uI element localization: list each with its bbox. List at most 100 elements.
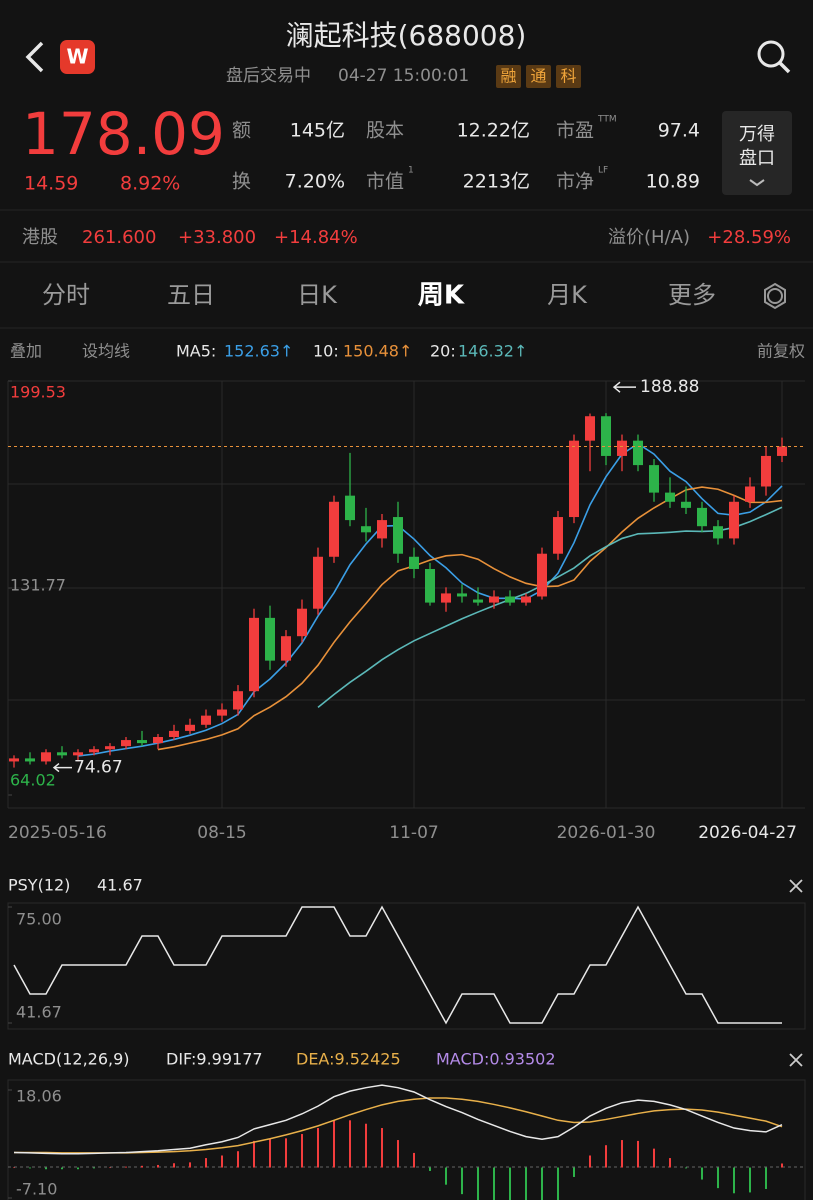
candle-body (57, 752, 67, 756)
dif-label: DIF:9.99177 (166, 1050, 263, 1069)
candle-body (329, 501, 339, 557)
candle-body (313, 556, 323, 609)
candle-body (25, 758, 35, 762)
tool[interactable]: 叠加 (10, 342, 42, 361)
candle-body (169, 730, 179, 738)
x-tick-label: 2025-05-16 (8, 823, 107, 843)
candle-body (537, 553, 547, 597)
macd-bar (573, 1167, 575, 1177)
tab[interactable]: 更多 (668, 281, 716, 309)
macd-bar (413, 1152, 415, 1168)
dea-line (14, 1097, 783, 1154)
close-icon[interactable] (789, 879, 803, 893)
settings-icon[interactable] (767, 288, 783, 304)
y-tick-label: 18.06 (16, 1087, 62, 1106)
button-text: 万得 (739, 124, 775, 145)
ma-line (77, 442, 783, 757)
macd-bar (141, 1165, 143, 1168)
tab[interactable]: 月K (547, 281, 588, 309)
candle-body (297, 608, 307, 637)
settings-icon-outline (764, 282, 786, 310)
macd-bar (221, 1155, 223, 1168)
tab[interactable]: 分时 (42, 281, 90, 309)
macd-title: MACD(12,26,9) (8, 1050, 130, 1069)
hk-pct: +14.84% (274, 227, 358, 248)
hk-change: +33.800 (178, 227, 256, 248)
change-pct: 8.92% (120, 173, 180, 195)
candle-body (217, 709, 227, 716)
stat-label: 股本 (366, 120, 404, 142)
tag-bg (556, 65, 581, 88)
chevron (749, 179, 765, 187)
macd-bar (509, 1167, 511, 1200)
candle-body (361, 526, 371, 533)
stat-label: 市盈 (556, 120, 594, 142)
dif-line (13, 1084, 783, 1155)
macd-bar (333, 1120, 335, 1168)
candle-body (281, 636, 291, 661)
close-icon[interactable] (789, 1053, 803, 1067)
change: 14.59 (24, 173, 78, 195)
macd-bar (701, 1167, 703, 1180)
macd-bar (29, 1167, 31, 1169)
candle-body (249, 617, 259, 692)
stat-sup: TTM (597, 115, 617, 125)
adjust-mode[interactable]: 前复权 (757, 342, 805, 361)
tab[interactable]: 周K (418, 281, 465, 311)
stat-value: 10.89 (646, 171, 700, 193)
candle-body (233, 691, 243, 710)
candle-body (681, 501, 691, 508)
candle-body (185, 724, 195, 731)
premium: +28.59% (707, 227, 791, 248)
psy-current: 41.67 (97, 876, 143, 895)
ma-legend-label: 10: (313, 342, 339, 361)
tab[interactable]: 五日 (167, 281, 215, 309)
hk-price: 261.600 (82, 227, 156, 248)
stat-value: 2213亿 (463, 171, 530, 193)
search-icon[interactable] (757, 40, 785, 68)
stat-label: 市值 (366, 171, 404, 193)
candle-body (201, 715, 211, 725)
candle-body (457, 593, 467, 597)
candle-body (473, 599, 483, 603)
datetime: 04-27 15:00:01 (338, 66, 469, 86)
ma-line (157, 486, 783, 751)
macd-bar (349, 1120, 351, 1168)
macd-bar (653, 1148, 655, 1168)
candle-body (9, 758, 19, 762)
depth-button[interactable] (722, 111, 792, 195)
candle-body (73, 752, 83, 756)
candle-body (761, 455, 771, 487)
candle-body (377, 520, 387, 539)
x-tick-label: 2026-01-30 (557, 823, 656, 843)
macd-bar (781, 1163, 783, 1168)
candle-body (265, 617, 275, 661)
macd-bar (637, 1140, 639, 1168)
back-icon[interactable] (25, 41, 44, 73)
stat-label: 换 (232, 171, 251, 193)
macd-bar (429, 1167, 431, 1171)
tool[interactable]: 设均线 (82, 342, 130, 361)
macd-bar (733, 1167, 735, 1194)
macd-bar (125, 1166, 127, 1168)
high-label: 188.88 (640, 377, 699, 397)
candle-body (665, 492, 675, 502)
macd-bar (237, 1151, 239, 1168)
macd-bar (557, 1167, 559, 1200)
candle-body (345, 495, 355, 521)
button-text: 盘口 (739, 148, 775, 169)
psy-frame (7, 902, 806, 1030)
stat-value: 145亿 (290, 120, 345, 142)
macd-bar (765, 1167, 767, 1189)
candle-body (121, 740, 131, 747)
candle-body (633, 440, 643, 466)
psy-title: PSY(12) (8, 876, 70, 895)
hk-label: 港股 (22, 227, 58, 248)
candle-body (505, 596, 515, 603)
candle-body (601, 416, 611, 456)
y-tick-label: 199.53 (10, 383, 66, 402)
candle-body (697, 507, 707, 527)
macd-bar (13, 1167, 15, 1169)
macd-bar (317, 1128, 319, 1168)
tab[interactable]: 日K (297, 281, 338, 309)
